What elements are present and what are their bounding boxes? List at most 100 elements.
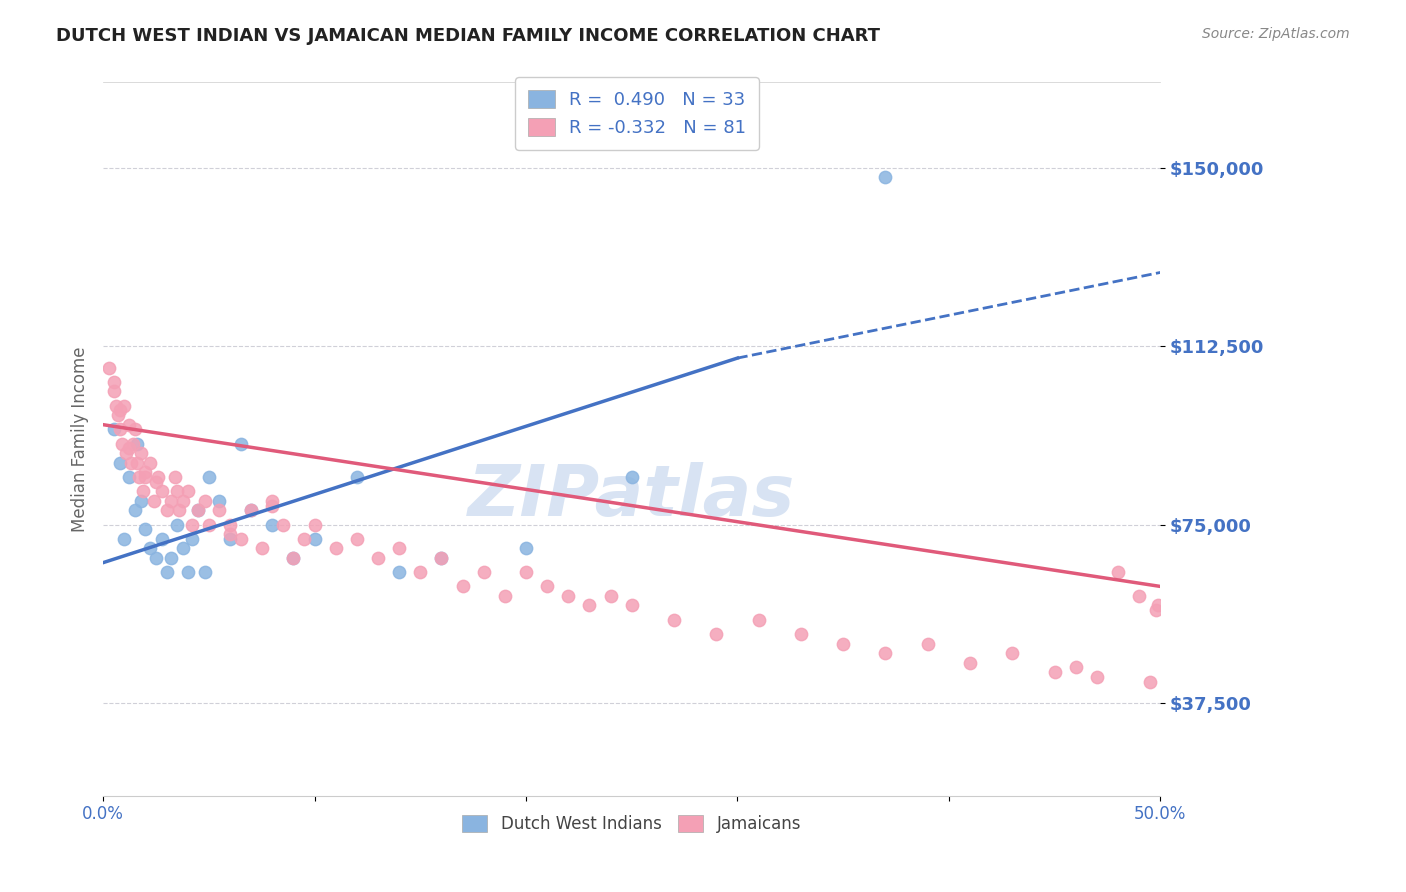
Point xyxy=(240,503,263,517)
Point xyxy=(917,636,939,650)
Point xyxy=(367,550,389,565)
Point xyxy=(578,599,600,613)
Point xyxy=(108,422,131,436)
Point xyxy=(159,550,181,565)
Point xyxy=(115,446,138,460)
Point xyxy=(472,565,495,579)
Point xyxy=(146,470,169,484)
Point xyxy=(134,465,156,479)
Point xyxy=(108,403,131,417)
Point xyxy=(262,517,284,532)
Point xyxy=(346,470,368,484)
Point xyxy=(120,456,142,470)
Point xyxy=(515,565,537,579)
Point xyxy=(187,503,209,517)
Point xyxy=(198,517,221,532)
Text: DUTCH WEST INDIAN VS JAMAICAN MEDIAN FAMILY INCOME CORRELATION CHART: DUTCH WEST INDIAN VS JAMAICAN MEDIAN FAM… xyxy=(56,27,880,45)
Point xyxy=(117,417,139,432)
Point xyxy=(132,484,155,499)
Point xyxy=(283,550,305,565)
Point xyxy=(159,493,181,508)
Point xyxy=(208,503,231,517)
Point xyxy=(163,470,186,484)
Point xyxy=(111,436,134,450)
Point xyxy=(250,541,273,556)
Point xyxy=(875,170,897,185)
Point xyxy=(262,499,284,513)
Point xyxy=(108,456,131,470)
Point xyxy=(292,532,315,546)
Point xyxy=(198,470,221,484)
Point xyxy=(134,470,156,484)
Point xyxy=(117,470,139,484)
Point xyxy=(194,493,217,508)
Point xyxy=(150,532,173,546)
Point xyxy=(748,613,770,627)
Point xyxy=(134,522,156,536)
Point xyxy=(125,456,148,470)
Point xyxy=(1064,660,1087,674)
Point xyxy=(536,579,558,593)
Point xyxy=(208,493,231,508)
Point xyxy=(1043,665,1066,679)
Point xyxy=(430,550,453,565)
Text: ZIPatlas: ZIPatlas xyxy=(468,461,796,531)
Point xyxy=(177,484,200,499)
Point xyxy=(271,517,294,532)
Point xyxy=(620,470,643,484)
Point xyxy=(229,532,252,546)
Point xyxy=(1001,646,1024,660)
Point xyxy=(145,475,167,489)
Point xyxy=(1128,589,1150,603)
Point xyxy=(125,436,148,450)
Point xyxy=(304,517,326,532)
Point xyxy=(166,517,188,532)
Point xyxy=(155,503,177,517)
Text: Source: ZipAtlas.com: Source: ZipAtlas.com xyxy=(1202,27,1350,41)
Point xyxy=(219,532,242,546)
Point xyxy=(620,599,643,613)
Legend: R =  0.490   N = 33, R = -0.332   N = 81: R = 0.490 N = 33, R = -0.332 N = 81 xyxy=(515,77,759,150)
Point xyxy=(1085,670,1108,684)
Point xyxy=(107,408,129,422)
Point xyxy=(832,636,855,650)
Point xyxy=(121,436,143,450)
Point xyxy=(1139,674,1161,689)
Point xyxy=(790,627,813,641)
Point xyxy=(155,565,177,579)
Point xyxy=(229,436,252,450)
Point xyxy=(304,532,326,546)
Point xyxy=(181,517,204,532)
Point xyxy=(103,384,125,399)
Point xyxy=(172,493,194,508)
Point xyxy=(875,646,897,660)
Point xyxy=(177,565,200,579)
Point xyxy=(515,541,537,556)
Point xyxy=(662,613,685,627)
Point xyxy=(346,532,368,546)
Point xyxy=(194,565,217,579)
Point xyxy=(430,550,453,565)
Point xyxy=(112,532,135,546)
Point xyxy=(557,589,579,603)
Y-axis label: Median Family Income: Median Family Income xyxy=(72,346,89,532)
Point xyxy=(262,493,284,508)
Point xyxy=(172,541,194,556)
Point xyxy=(451,579,474,593)
Point xyxy=(409,565,432,579)
Point xyxy=(124,503,146,517)
Point xyxy=(138,456,160,470)
Point xyxy=(388,565,411,579)
Point xyxy=(138,541,160,556)
Point xyxy=(240,503,263,517)
Point xyxy=(129,446,152,460)
Point xyxy=(124,422,146,436)
Point xyxy=(150,484,173,499)
Point xyxy=(283,550,305,565)
Point xyxy=(104,399,127,413)
Point xyxy=(117,442,139,456)
Point xyxy=(145,550,167,565)
Point xyxy=(219,517,242,532)
Point xyxy=(142,493,165,508)
Point xyxy=(167,503,190,517)
